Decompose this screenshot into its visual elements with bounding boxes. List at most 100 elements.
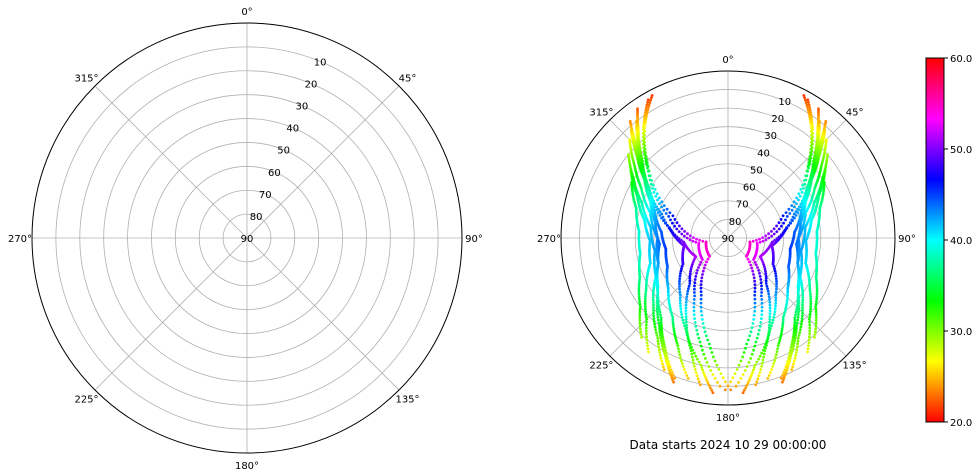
scatter-point — [706, 257, 710, 261]
scatter-point — [659, 356, 663, 360]
angle-tick-label: 180° — [235, 461, 259, 472]
scatter-point — [746, 257, 750, 261]
scatter-point — [800, 266, 803, 270]
scatter-point — [688, 238, 692, 242]
scatter-point — [803, 215, 807, 219]
scatter-point — [768, 300, 772, 304]
radial-tick-label: 70 — [736, 200, 749, 211]
scatter-point — [645, 103, 649, 107]
scatter-point — [797, 334, 801, 337]
scatter-point — [794, 331, 798, 335]
scatter-point — [644, 287, 648, 291]
angle-tick-label: 0° — [722, 55, 733, 66]
scatter-point — [818, 208, 822, 212]
scatter-point — [672, 380, 675, 384]
scatter-point — [816, 142, 820, 146]
scatter-point — [696, 357, 699, 361]
scatter-point — [800, 317, 804, 320]
scatter-point — [809, 147, 813, 151]
scatter-point — [760, 291, 763, 294]
scatter-point — [787, 224, 790, 227]
scatter-point — [809, 199, 813, 203]
scatter-point — [802, 187, 805, 190]
scatter-point — [649, 215, 653, 219]
scatter-point — [699, 286, 703, 290]
scatter-point — [746, 338, 750, 342]
scatter-point — [762, 352, 766, 356]
scatter-point — [813, 330, 817, 333]
scatter-point — [786, 286, 790, 290]
scatter-point — [653, 268, 657, 272]
scatter-point — [781, 380, 784, 384]
scatter-point — [633, 146, 636, 150]
scatter-point — [678, 301, 682, 305]
scatter-point — [790, 368, 794, 372]
scatter-point — [653, 188, 657, 191]
scatter-point — [661, 362, 664, 366]
scatter-point — [662, 349, 666, 353]
scatter-point — [814, 327, 818, 331]
scatter-point — [803, 218, 807, 222]
scatter-point — [753, 260, 757, 264]
scatter-point — [748, 334, 752, 338]
scatter-point — [678, 224, 681, 228]
scatter-point — [796, 336, 800, 340]
scatter-point — [803, 182, 807, 186]
scatter-point — [631, 140, 635, 143]
scatter-point — [797, 286, 801, 290]
scatter-point — [806, 272, 810, 275]
scatter-point — [656, 262, 660, 265]
scatter-point — [627, 155, 631, 159]
scatter-point — [758, 275, 762, 278]
scatter-point — [783, 373, 787, 377]
scatter-point — [645, 274, 649, 277]
scatter-point — [641, 169, 644, 172]
scatter-point — [821, 192, 825, 196]
polar-spoke-45 — [727, 119, 847, 239]
scatter-point — [808, 326, 812, 330]
scatter-point — [651, 296, 655, 299]
scatter-point — [807, 161, 811, 165]
scatter-point — [686, 289, 690, 293]
scatter-point — [652, 262, 656, 265]
scatter-point — [818, 212, 821, 216]
scatter-point — [645, 317, 649, 321]
scatter-point — [668, 305, 672, 309]
scatter-point — [799, 188, 803, 191]
scatter-point — [799, 328, 802, 332]
scatter-point — [686, 335, 690, 338]
scatter-point — [651, 298, 655, 302]
scatter-point — [678, 285, 681, 288]
scatter-point — [693, 291, 696, 294]
scatter-point — [796, 339, 800, 343]
scatter-point — [683, 368, 686, 371]
scatter-point — [747, 361, 751, 364]
scatter-point — [805, 103, 809, 107]
scatter-point — [709, 346, 712, 350]
scatter-point — [654, 331, 658, 334]
colorbar-gradient — [925, 57, 945, 423]
scatter-point — [756, 332, 760, 336]
scatter-point — [652, 303, 655, 307]
scatter-point — [638, 205, 641, 208]
scatter-point — [796, 259, 800, 263]
scatter-point — [637, 150, 641, 154]
scatter-point — [786, 291, 790, 295]
scatter-point — [644, 310, 647, 313]
scatter-point — [807, 274, 811, 277]
scatter-point — [706, 381, 710, 385]
scatter-point — [679, 307, 683, 311]
scatter-point — [649, 213, 652, 217]
scatter-point — [790, 349, 794, 353]
scatter-point — [675, 227, 679, 231]
scatter-point — [638, 275, 642, 279]
scatter-point — [630, 153, 634, 157]
scatter-point — [678, 277, 682, 280]
scatter-point — [661, 346, 665, 350]
scatter-point — [818, 124, 821, 128]
scatter-point — [694, 371, 698, 374]
scatter-point — [806, 108, 810, 112]
scatter-point — [807, 276, 811, 280]
scatter-point — [808, 329, 812, 333]
scatter-point — [798, 194, 802, 198]
